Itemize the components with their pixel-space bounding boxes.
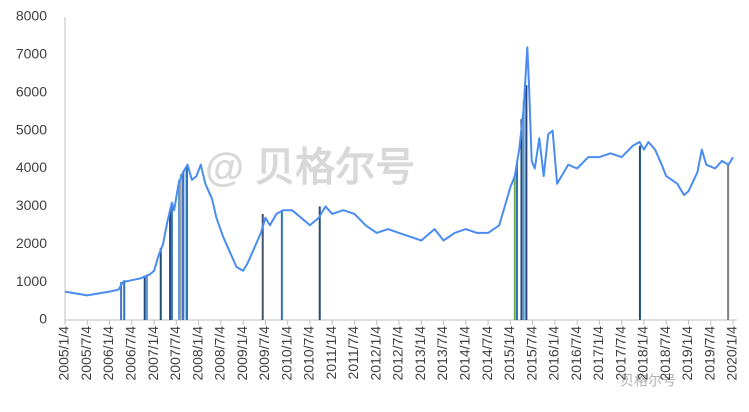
x-tick-label: 2007/7/4 xyxy=(167,326,183,381)
x-tick-label: 2019/7/4 xyxy=(701,326,717,381)
x-tick-label: 2015/7/4 xyxy=(523,326,539,381)
x-tick-label: 2017/1/4 xyxy=(590,326,606,381)
x-tick-label: 2010/7/4 xyxy=(301,326,317,381)
watermark-small: 贝格尔号 xyxy=(620,373,676,389)
x-tick-label: 2009/7/4 xyxy=(256,326,272,381)
y-tick-label: 1000 xyxy=(16,273,47,289)
y-tick-label: 6000 xyxy=(16,83,47,99)
x-tick-label: 2018/7/4 xyxy=(657,326,673,381)
x-tick-label: 2010/1/4 xyxy=(278,326,294,381)
x-tick-label: 2014/7/4 xyxy=(479,326,495,381)
x-tick-label: 2019/1/4 xyxy=(679,326,695,381)
x-tick-label: 2020/1/4 xyxy=(724,326,740,381)
y-tick-label: 8000 xyxy=(16,8,47,24)
x-tick-label: 2012/7/4 xyxy=(390,326,406,381)
line xyxy=(64,46,734,297)
x-tick-label: 2017/7/4 xyxy=(612,326,628,381)
x-tick-label: 2013/7/4 xyxy=(434,326,450,381)
x-tick-label: 2008/7/4 xyxy=(212,326,228,381)
y-tick-label: 2000 xyxy=(16,235,47,251)
x-tick-label: 2006/7/4 xyxy=(123,326,139,381)
y-tick-label: 7000 xyxy=(16,46,47,62)
x-tick-label: 2005/1/4 xyxy=(56,326,72,381)
y-tick-label: 4000 xyxy=(16,159,47,175)
x-tick-label: 2011/1/4 xyxy=(323,326,339,380)
y-tick-label: 0 xyxy=(39,311,47,327)
x-tick-label: 2012/1/4 xyxy=(367,326,383,381)
x-tick-label: 2014/1/4 xyxy=(457,326,473,381)
x-tick-label: 2007/1/4 xyxy=(145,326,161,381)
x-tick-label: 2016/1/4 xyxy=(546,326,562,381)
y-tick-label: 3000 xyxy=(16,197,47,213)
x-tick-label: 2013/1/4 xyxy=(412,326,428,381)
x-tick-label: 2018/1/4 xyxy=(635,326,651,381)
x-tick-label: 2008/1/4 xyxy=(189,326,205,381)
x-tick-label: 2016/7/4 xyxy=(568,326,584,381)
y-tick-label: 5000 xyxy=(16,121,47,137)
x-tick-label: 2005/7/4 xyxy=(78,326,94,381)
watermark: @ 贝格尔号 xyxy=(205,146,415,190)
x-tick-label: 2009/1/4 xyxy=(234,326,250,381)
x-tick-label: 2011/7/4 xyxy=(345,326,361,380)
x-tick-label: 2006/1/4 xyxy=(100,326,116,381)
x-tick-label: 2015/1/4 xyxy=(501,326,517,381)
